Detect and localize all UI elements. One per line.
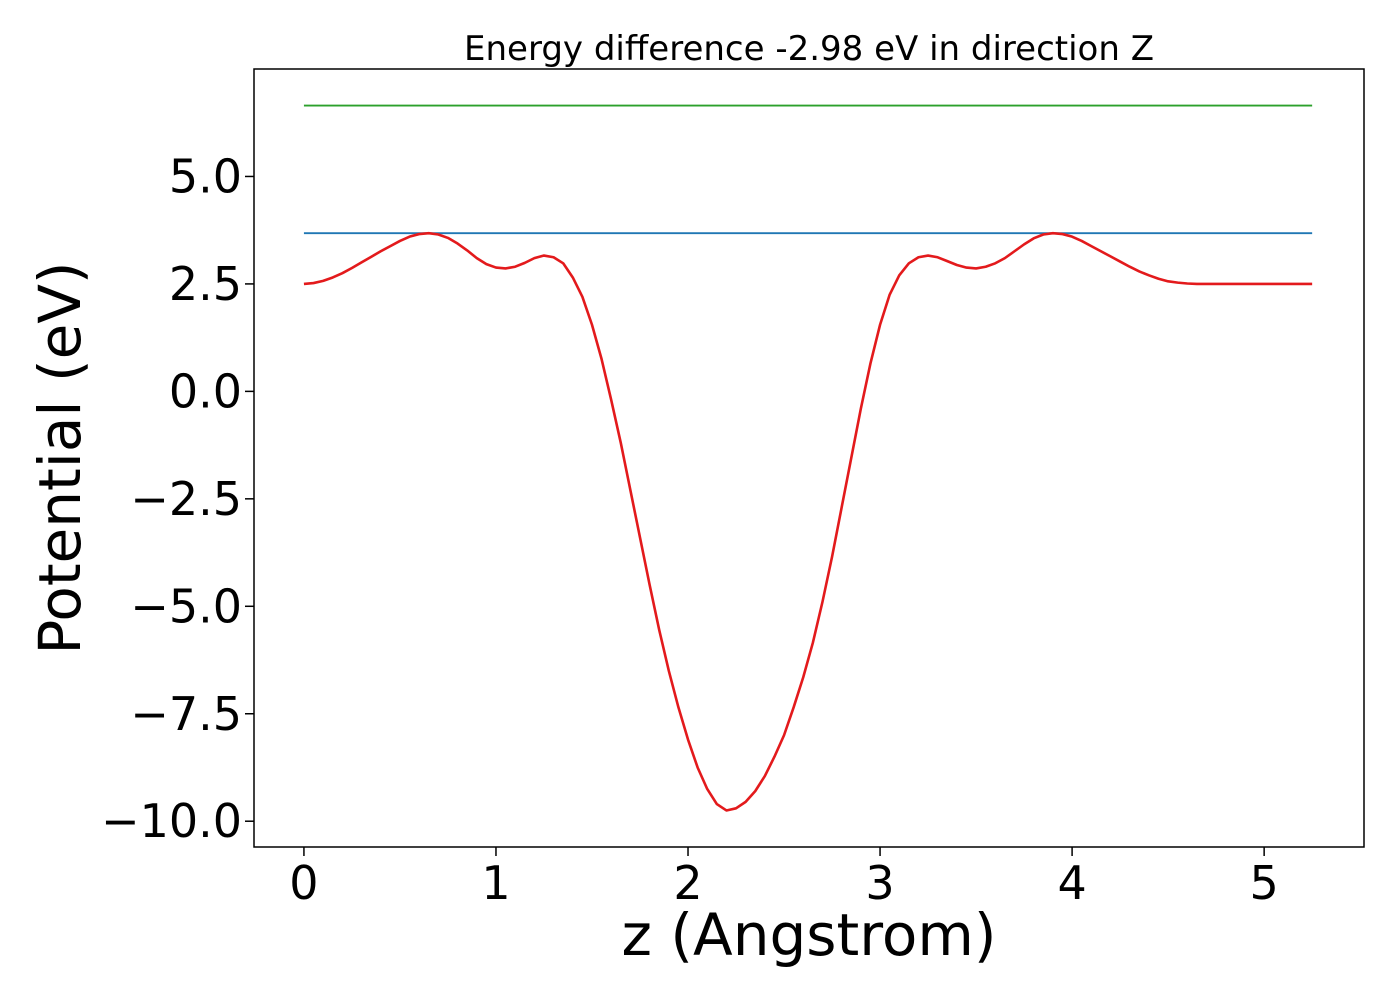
y-axis-label: Potential (eV) [26,261,94,654]
series-line-3 [303,231,1313,812]
x-axis-ticks: 0 1 2 3 4 5 [289,847,1279,910]
plot-frame [253,68,1365,848]
y-tick-label: −7.5 [130,687,242,741]
y-tick-label: 5.0 [169,149,242,203]
x-tick-label: 3 [865,856,894,910]
y-axis-ticks: 5.0 2.5 0.0 −2.5 −5.0 −7.5 −10.0 [101,149,254,848]
y-tick-label: −10.0 [101,794,242,848]
chart-title: Energy difference -2.98 eV in direction … [464,29,1154,69]
x-tick-label: 1 [481,856,510,910]
x-tick-label: 4 [1057,856,1086,910]
x-tick-label: 0 [289,856,318,910]
x-axis-label: z (Angstrom) [622,901,997,969]
x-tick-label: 2 [673,856,702,910]
x-tick-label: 5 [1249,856,1278,910]
y-tick-label: −2.5 [130,472,242,526]
series-layer [303,104,1313,812]
y-tick-label: −5.0 [130,579,242,633]
y-tick-label: 2.5 [169,257,242,311]
y-tick-label: 0.0 [169,364,242,418]
